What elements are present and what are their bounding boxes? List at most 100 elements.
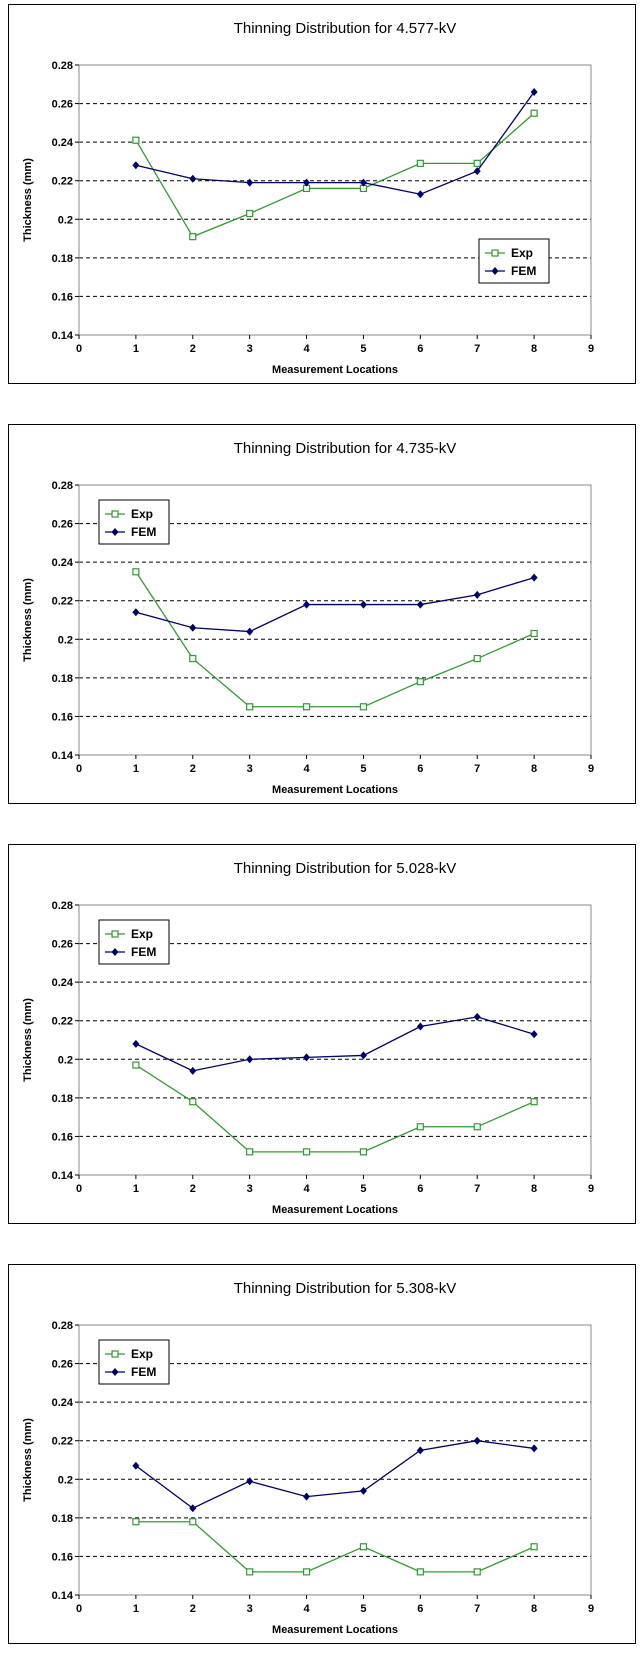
x-tick-label: 4 <box>303 763 310 775</box>
y-tick-label: 0.18 <box>52 253 73 265</box>
data-point-fem <box>359 600 367 609</box>
y-tick-label: 0.28 <box>52 900 73 912</box>
x-tick-label: 0 <box>76 343 82 355</box>
legend-marker-exp <box>111 1350 119 1358</box>
data-point-fem <box>416 1022 424 1031</box>
chart-title: Thinning Distribution for 5.028-kV <box>234 860 457 877</box>
x-tick-label: 5 <box>360 763 366 775</box>
y-tick-label: 0.14 <box>52 1590 74 1602</box>
data-point-fem <box>132 608 140 617</box>
x-tick-label: 8 <box>531 1603 537 1615</box>
y-tick-label: 0.22 <box>52 596 73 608</box>
x-tick-label: 4 <box>303 1183 310 1195</box>
y-tick-label: 0.24 <box>52 557 74 569</box>
legend-box <box>98 919 170 965</box>
data-point-exp <box>132 1518 140 1526</box>
x-tick-label: 2 <box>190 1603 196 1615</box>
data-point-exp <box>132 1061 140 1069</box>
x-tick-label: 8 <box>531 343 537 355</box>
data-point-exp <box>132 568 140 576</box>
legend-label: FEM <box>511 264 536 278</box>
x-tick-label: 7 <box>474 763 480 775</box>
y-axis-label: Thickness (mm) <box>22 158 34 242</box>
data-point-exp <box>246 1148 254 1156</box>
x-tick-label: 4 <box>303 343 310 355</box>
x-tick-label: 8 <box>531 1183 537 1195</box>
data-point-fem <box>359 1486 367 1495</box>
data-point-exp <box>302 1148 311 1156</box>
x-axis-label: Measurement Locations <box>272 364 398 376</box>
legend-label: Exp <box>131 1347 153 1361</box>
y-tick-label: 0.16 <box>52 1551 73 1563</box>
data-point-exp <box>132 136 140 144</box>
data-point-fem <box>416 190 424 199</box>
data-point-exp <box>530 1543 538 1551</box>
data-point-fem <box>359 178 367 187</box>
chart-panel-4577kv: Thinning Distribution for 4.577-kV 0.14 0.… <box>8 4 636 384</box>
x-tick-label: 6 <box>417 343 423 355</box>
data-point-fem <box>132 1461 140 1470</box>
data-point-exp <box>473 159 481 167</box>
x-axis-label: Measurement Locations <box>272 784 398 796</box>
data-point-fem <box>473 167 481 176</box>
y-axis-label: Thickness (mm) <box>22 1418 34 1502</box>
data-point-fem <box>189 1066 197 1075</box>
legend: Exp FEM <box>98 919 170 965</box>
x-tick-label: 7 <box>474 1603 480 1615</box>
x-tick-label: 4 <box>303 1603 310 1615</box>
y-tick-label: 0.22 <box>52 1016 73 1028</box>
data-point-exp <box>246 209 254 218</box>
legend-label: FEM <box>131 525 156 539</box>
legend: Exp FEM <box>478 238 550 284</box>
x-tick-label: 6 <box>417 1603 423 1615</box>
data-point-exp <box>473 1123 481 1131</box>
x-tick-label: 0 <box>76 763 82 775</box>
data-point-fem <box>246 1477 254 1486</box>
x-tick-label: 2 <box>190 763 196 775</box>
x-tick-label: 3 <box>247 1183 253 1195</box>
y-tick-label: 0.22 <box>52 1436 73 1448</box>
legend-marker-fem <box>111 948 119 956</box>
y-tick-label: 0.16 <box>52 1131 73 1143</box>
y-tick-label: 0.2 <box>58 634 73 646</box>
data-point-fem <box>530 88 538 96</box>
data-point-exp <box>302 703 311 711</box>
chart-title: Thinning Distribution for 4.577-kV <box>234 20 457 37</box>
legend-label: Exp <box>131 507 153 521</box>
data-point-fem <box>473 1012 481 1021</box>
series-line-exp <box>135 112 535 238</box>
y-tick-label: 0.22 <box>52 176 73 188</box>
legend-marker-fem <box>111 1368 119 1376</box>
chart-svg: Thinning Distribution for 5.308-kV 0.14 0.… <box>22 1280 594 1636</box>
y-tick-label: 0.24 <box>52 1397 74 1409</box>
data-point-fem <box>132 1039 140 1048</box>
data-point-fem <box>246 627 254 636</box>
x-tick-label: 1 <box>133 763 139 775</box>
plot-area <box>78 1324 592 1596</box>
plot-area <box>78 64 592 336</box>
data-point-fem <box>303 1492 311 1501</box>
x-tick-label: 1 <box>133 1603 139 1615</box>
y-tick-label: 0.18 <box>52 1093 73 1105</box>
legend-marker-fem <box>491 267 499 275</box>
data-point-fem <box>530 1444 538 1453</box>
x-tick-label: 3 <box>247 343 253 355</box>
y-tick-label: 0.16 <box>52 291 73 303</box>
x-tick-label: 6 <box>417 1183 423 1195</box>
x-tick-label: 8 <box>531 763 537 775</box>
series-line-exp <box>135 1521 535 1573</box>
data-point-exp <box>359 1148 368 1156</box>
x-tick-label: 6 <box>417 763 423 775</box>
chart-panel-5028kv: Thinning Distribution for 5.028-kV 0.14 0.… <box>8 844 636 1224</box>
y-axis-label: Thickness (mm) <box>22 998 34 1082</box>
data-point-fem <box>246 1055 254 1064</box>
data-point-fem <box>132 161 140 170</box>
data-point-exp <box>359 703 368 711</box>
x-tick-label: 9 <box>588 1183 594 1195</box>
y-tick-label: 0.18 <box>52 673 73 685</box>
legend: Exp FEM <box>98 1339 170 1385</box>
x-tick-label: 0 <box>76 1183 82 1195</box>
legend: Exp FEM <box>98 499 170 545</box>
chart-panel-5308kv: Thinning Distribution for 5.308-kV 0.14 0.… <box>8 1264 636 1644</box>
y-axis-label: Thickness (mm) <box>22 578 34 662</box>
